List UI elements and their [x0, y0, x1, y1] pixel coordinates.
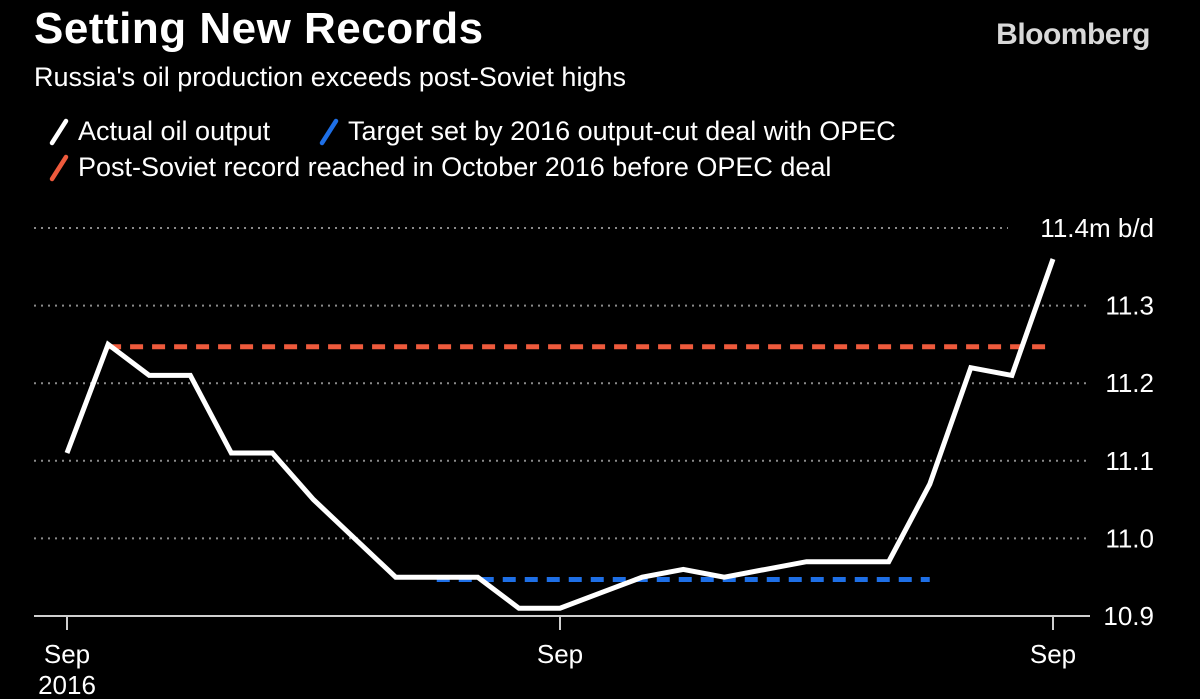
orange-slash-icon — [49, 154, 69, 181]
y-tick-label: 11.2 — [1105, 368, 1154, 398]
legend-item-actual: Actual oil output — [48, 116, 270, 147]
bloomberg-logo: Bloomberg — [996, 18, 1150, 51]
y-tick-label: 10.9 — [1103, 601, 1154, 631]
legend-item-record: Post-Soviet record reached in October 20… — [48, 152, 831, 183]
blue-slash-icon — [319, 118, 339, 145]
x-tick-sublabel: 2016 — [38, 670, 96, 699]
y-tick-label: 11.0 — [1105, 523, 1154, 553]
y-tick-label: 11.3 — [1105, 291, 1154, 321]
y-tick-label: 11.4m b/d — [1040, 213, 1154, 243]
legend-label-actual: Actual oil output — [78, 116, 271, 146]
chart-title: Setting New Records — [34, 4, 484, 53]
legend-label-target: Target set by 2016 output-cut deal with … — [348, 116, 896, 146]
legend-item-target: Target set by 2016 output-cut deal with … — [318, 116, 896, 147]
y-tick-label: 11.1 — [1105, 446, 1154, 476]
white-slash-icon — [49, 118, 69, 145]
x-tick-label: Sep — [44, 639, 90, 669]
legend-label-record: Post-Soviet record reached in October 20… — [78, 152, 832, 182]
chart-subtitle: Russia's oil production exceeds post-Sov… — [34, 62, 626, 92]
actual-output-line — [64, 258, 1056, 611]
x-tick-label: Sep — [1030, 639, 1076, 669]
x-tick-label: Sep — [537, 639, 583, 669]
